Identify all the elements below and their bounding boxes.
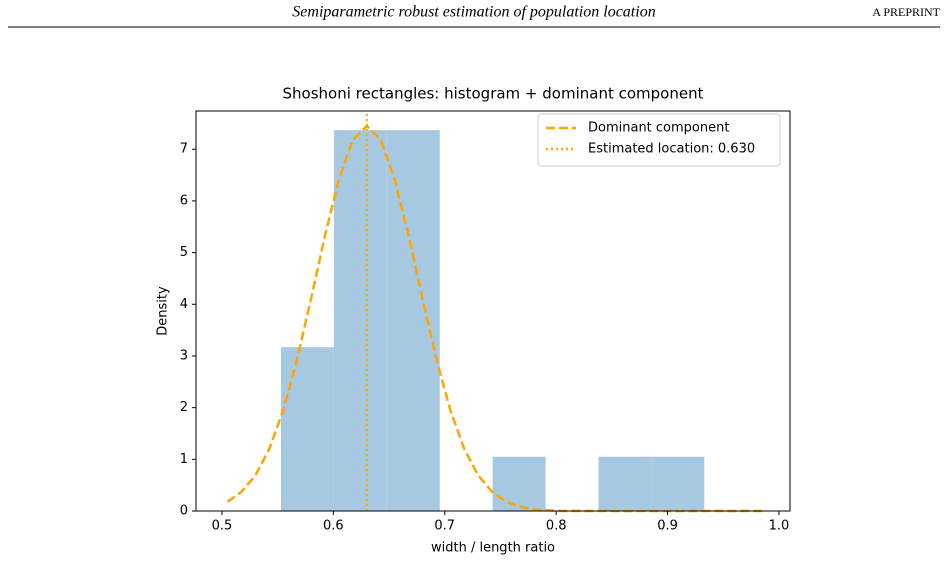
density-curve	[226, 124, 763, 513]
histogram-bar	[281, 347, 334, 511]
x-tick-label: 0.9	[657, 519, 678, 534]
histogram-bar	[651, 456, 705, 511]
y-tick-label: 7	[180, 142, 188, 157]
y-tick-label: 1	[180, 452, 188, 467]
histogram-bar	[598, 456, 652, 511]
x-tick-label: 0.6	[323, 519, 344, 534]
x-axis-label: width / length ratio	[431, 541, 555, 556]
running-title: Semiparametric robust estimation of popu…	[292, 4, 655, 21]
x-tick-label: 0.5	[212, 519, 233, 534]
plot-frame	[195, 110, 791, 512]
legend-label: Dominant component	[588, 121, 729, 136]
histogram-bar	[492, 456, 546, 511]
legend-box	[537, 113, 781, 167]
y-tick-label: 2	[180, 400, 188, 415]
y-tick-label: 5	[180, 245, 188, 260]
y-tick-label: 0	[180, 504, 188, 519]
y-tick-label: 3	[180, 348, 188, 363]
histogram-bar	[333, 130, 387, 511]
chart-title: Shoshoni rectangles: histogram + dominan…	[283, 85, 704, 103]
y-tick-label: 6	[180, 193, 188, 208]
x-tick-label: 1.0	[769, 519, 790, 534]
x-tick-label: 0.7	[434, 519, 455, 534]
x-tick-label: 0.8	[546, 519, 567, 534]
y-tick-label: 4	[180, 297, 188, 312]
preprint-label: A PREPRINT	[872, 5, 940, 19]
histogram-bar	[386, 130, 440, 511]
legend-label: Estimated location: 0.630	[588, 142, 755, 157]
y-axis-label: Density	[156, 286, 171, 336]
